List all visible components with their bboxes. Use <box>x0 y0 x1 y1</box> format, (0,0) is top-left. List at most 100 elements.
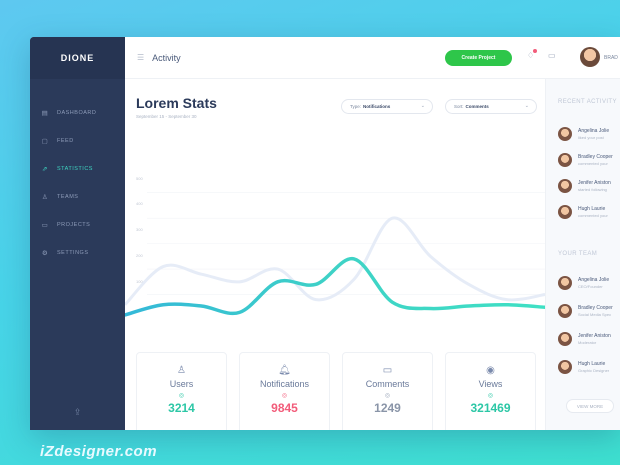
menu-icon[interactable]: ☰ <box>137 53 145 62</box>
type-dropdown[interactable]: Type: Notifications ⌄ <box>341 99 433 114</box>
person-name: Hugh Laurie <box>578 206 606 212</box>
sort-dropdown[interactable]: Sort: Comments ⌄ <box>445 99 537 114</box>
series-line-secondary <box>125 216 545 306</box>
card-label: Users <box>169 379 194 389</box>
avatar <box>558 360 572 374</box>
avatar <box>558 304 572 318</box>
person-subtitle: commented your <box>578 213 608 218</box>
sidebar-item-feed[interactable]: ▢ FEED <box>30 127 125 155</box>
chevron-down-icon: ⌄ <box>524 103 529 109</box>
y-tick-label: 200 <box>136 253 143 258</box>
share-icon[interactable]: ⇪ <box>73 407 82 417</box>
stat-card-users[interactable]: ♙ Users ◎ 3214 <box>136 352 227 430</box>
statistics-icon: ⇗ <box>42 166 48 173</box>
sidebar: DIONE ▤ DASHBOARD ▢ FEED ⇗ STATISTICS ♙ … <box>30 37 125 430</box>
person-name: Angelina Jolie <box>578 128 610 134</box>
sidebar-item-label: FEED <box>57 138 74 144</box>
view-more-button[interactable]: VIEW MORE <box>566 399 614 413</box>
person-name: Jenifer Aniston <box>578 333 611 339</box>
projects-icon: ▭ <box>41 222 49 229</box>
sidebar-item-projects[interactable]: ▭ PROJECTS <box>30 211 125 239</box>
sidebar-item-label: STATISTICS <box>57 166 93 172</box>
y-tick-label: 400 <box>136 201 143 206</box>
y-tick-label: 100 <box>136 279 143 284</box>
recent-activity-heading: RECENT ACTIVITY <box>558 99 617 105</box>
top-bar: ☰ Activity Create Project ♢ ▭ BRAD <box>125 37 620 79</box>
person-subtitle: Social Media Spec <box>578 312 612 317</box>
sort-value: Comments <box>465 104 489 109</box>
comment-icon: ▭ <box>382 365 393 376</box>
sidebar-item-statistics[interactable]: ⇗ STATISTICS <box>30 155 125 183</box>
avatar <box>558 127 572 141</box>
sidebar-nav: ▤ DASHBOARD ▢ FEED ⇗ STATISTICS ♙ TEAMS … <box>30 99 125 267</box>
person-name: Angelina Jolie <box>578 277 610 283</box>
card-label: Comments <box>365 379 410 389</box>
person-name: Bradley Cooper <box>578 305 613 311</box>
person-name: Hugh Laurie <box>578 361 606 367</box>
stat-card-comments[interactable]: ▭ Comments ◎ 1249 <box>342 352 433 430</box>
sidebar-item-label: DASHBOARD <box>57 110 97 116</box>
user-icon: ♙ <box>177 365 186 376</box>
activity-item[interactable]: Hugh Laurie commented your <box>558 205 608 219</box>
sidebar-item-label: TEAMS <box>57 194 79 200</box>
feed-icon: ▢ <box>41 138 49 145</box>
type-prefix: Type: <box>350 104 362 109</box>
bell-icon: 🔔︎ <box>278 365 291 376</box>
team-member[interactable]: Bradley Cooper Social Media Spec <box>558 304 613 318</box>
y-tick-label: 300 <box>136 227 143 232</box>
card-value: 1249 <box>374 401 401 415</box>
notification-dot <box>533 49 537 53</box>
teams-icon: ♙ <box>41 194 49 201</box>
team-member[interactable]: Hugh Laurie Graphic Designer <box>558 360 609 374</box>
sidebar-item-dashboard[interactable]: ▤ DASHBOARD <box>30 99 125 127</box>
stat-card-views[interactable]: ◉ Views ◎ 321469 <box>445 352 536 430</box>
user-name[interactable]: BRAD <box>604 55 618 61</box>
series-line-primary <box>125 257 545 317</box>
avatar <box>558 205 572 219</box>
main-content: Lorem Stats September 15 - September 30 … <box>125 80 545 430</box>
avatar <box>558 179 572 193</box>
person-subtitle: Moderator <box>578 340 597 345</box>
activity-item[interactable]: Angelina Jolie liked your post <box>558 127 609 141</box>
chat-icon[interactable]: ▭ <box>548 51 556 60</box>
person-subtitle: liked your post <box>578 135 604 140</box>
team-member[interactable]: Angelina Jolie CEO/Founder <box>558 276 609 290</box>
status-dot-icon: ◎ <box>487 393 494 399</box>
watermark: iZdesigner.com <box>40 443 158 460</box>
status-dot-icon: ◎ <box>178 393 185 399</box>
create-project-button[interactable]: Create Project <box>445 50 512 66</box>
sidebar-item-teams[interactable]: ♙ TEAMS <box>30 183 125 211</box>
sidebar-item-settings[interactable]: ⚙ SETTINGS <box>30 239 125 267</box>
eye-icon: ◉ <box>486 365 495 376</box>
app-window: DIONE ▤ DASHBOARD ▢ FEED ⇗ STATISTICS ♙ … <box>30 37 620 430</box>
your-team-heading: YOUR TEAM <box>558 251 598 257</box>
card-label: Notifications <box>259 379 310 389</box>
card-value: 321469 <box>470 401 511 415</box>
avatar <box>558 153 572 167</box>
avatar <box>558 332 572 346</box>
bell-icon[interactable]: ♢ <box>527 51 535 60</box>
card-value: 9845 <box>271 401 298 415</box>
team-member[interactable]: Jenifer Aniston Moderator <box>558 332 611 346</box>
activity-item[interactable]: Jenifer Aniston started following <box>558 179 611 193</box>
sidebar-item-label: SETTINGS <box>57 250 89 256</box>
sidebar-item-label: PROJECTS <box>57 222 91 228</box>
card-label: Views <box>478 379 503 389</box>
page-title: Activity <box>152 52 181 63</box>
stats-title: Lorem Stats <box>136 95 217 111</box>
person-name: Jenifer Aniston <box>578 180 611 186</box>
type-value: Notifications <box>363 104 391 109</box>
activity-item[interactable]: Bradley Cooper commented your <box>558 153 613 167</box>
card-value: 3214 <box>168 401 195 415</box>
person-name: Bradley Cooper <box>578 154 613 160</box>
person-subtitle: Graphic Designer <box>578 368 610 373</box>
y-tick-label: 500 <box>136 176 143 181</box>
person-subtitle: started following <box>578 187 607 192</box>
app-logo: DIONE <box>30 37 125 79</box>
stat-card-notifications[interactable]: 🔔︎ Notifications ◎ 9845 <box>239 352 330 430</box>
right-panel: RECENT ACTIVITY Angelina Jolie liked your… <box>545 79 620 430</box>
avatar[interactable] <box>580 47 600 67</box>
date-range: September 15 - September 30 <box>136 114 197 119</box>
settings-icon: ⚙ <box>41 250 49 257</box>
chevron-down-icon: ⌄ <box>420 103 425 109</box>
